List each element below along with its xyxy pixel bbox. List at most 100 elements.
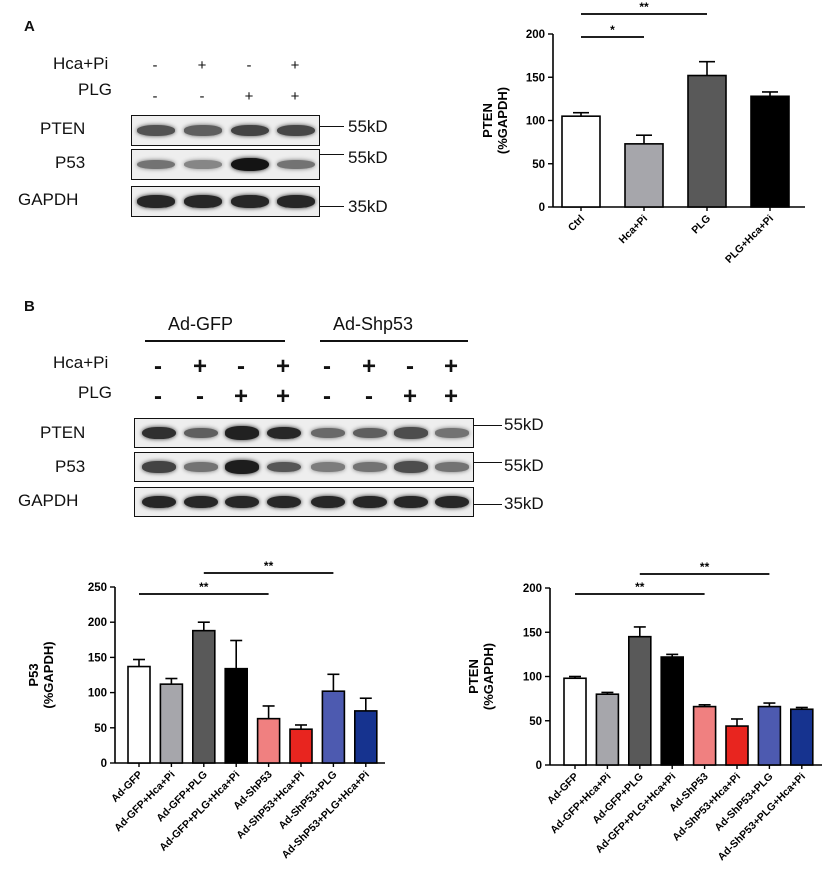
- y-tick-label: 0: [539, 202, 545, 214]
- blot-b-sign-plg-lane-3: +: [233, 383, 248, 410]
- blot-a-band-p53-lane-2: [184, 160, 222, 169]
- y-tick-label: 250: [88, 582, 107, 594]
- western-blot-b: Ad-GFP Ad-Shp53 Hca+Pi PLG PTEN P53 GAPD…: [0, 0, 560, 520]
- y-tick-label: 50: [94, 723, 107, 735]
- mw-marker-pten: 55kD: [348, 117, 388, 136]
- blot-b-band-p53-lane-1: [142, 461, 176, 473]
- bar-plg-hca-pi: [750, 95, 790, 208]
- western-blot-a: Hca+Pi PLG PTEN P53 GAPDH 55kD 55kD 35kD…: [0, 0, 420, 230]
- blot-b-band-pten-lane-5: [311, 428, 345, 438]
- mw-marker-p53: 55kD: [348, 148, 388, 167]
- blot-a-band-p53-lane-3: [231, 157, 269, 172]
- bar-ad-shp53-plg: [321, 690, 346, 764]
- blot-a-band-p53-lane-1: [137, 159, 175, 170]
- y-tick-label: 0: [101, 758, 107, 770]
- blot-row-label-pten: PTEN: [40, 119, 86, 138]
- blot-b-sign-hca-pi-lane-5: -: [323, 353, 331, 380]
- blot-b-sign-hca-pi-lane-4: +: [275, 353, 290, 380]
- blot-b-mw-line-gapdh: [474, 504, 502, 506]
- group-label-ad-gfp: Ad-GFP: [168, 314, 234, 334]
- blot-b-mw-line-pten: [474, 425, 502, 427]
- blot-b-sign-hca-pi-lane-3: -: [237, 353, 245, 380]
- blot-a-band-pten-lane-1: [137, 125, 175, 136]
- bar-ad-gfp-hca-pi: [159, 683, 184, 764]
- y-tick-label: 100: [88, 688, 107, 700]
- blot-a-sign-hca-pi-lane-1: -: [152, 57, 158, 74]
- blot-b-band-gapdh-lane-2: [184, 495, 218, 509]
- blot-b-strip-gapdh: [134, 487, 474, 517]
- significance-label: **: [700, 560, 710, 574]
- blot-a-strip-pten: [131, 115, 320, 146]
- y-tick-label: 50: [529, 716, 542, 728]
- bar-ad-shp53-plg-hca-pi: [789, 708, 814, 766]
- blot-row-label-p53-b: P53: [55, 457, 86, 476]
- y-tick-label: 200: [88, 617, 107, 629]
- y-axis-label: (%GAPDH): [481, 643, 496, 710]
- blot-b-sign-plg-lane-7: +: [402, 383, 417, 410]
- x-tick-label: PLG: [689, 213, 713, 237]
- blot-b-band-p53-lane-2: [184, 462, 218, 472]
- blot-b-band-p53-lane-3: [225, 460, 259, 474]
- blot-b-band-pten-lane-2: [184, 427, 218, 439]
- bar-plg: [687, 74, 727, 208]
- y-tick-label: 100: [523, 672, 542, 684]
- significance-label: **: [199, 580, 209, 594]
- blot-b-band-gapdh-lane-6: [353, 495, 387, 509]
- treatment-label-hca-pi-b: Hca+Pi: [53, 353, 109, 372]
- mw-marker-pten-b: 55kD: [504, 415, 544, 434]
- blot-a-sign-plg-lane-2: -: [199, 88, 205, 105]
- significance-label: *: [610, 23, 615, 37]
- y-tick-label: 50: [532, 159, 545, 171]
- y-tick-label: 200: [523, 583, 542, 595]
- blot-row-label-gapdh-b: GAPDH: [18, 491, 79, 510]
- blot-b-sign-plg-lane-6: -: [365, 383, 373, 410]
- mw-marker-gapdh-b: 35kD: [504, 494, 544, 513]
- blot-b-sign-hca-pi-lane-6: +: [361, 353, 376, 380]
- blot-a-band-gapdh-lane-4: [277, 195, 315, 208]
- blot-b-band-pten-lane-3: [225, 426, 259, 440]
- blot-row-label-pten-b: PTEN: [40, 423, 86, 442]
- blot-b-band-gapdh-lane-8: [435, 495, 469, 509]
- blot-row-label-p53: P53: [55, 153, 86, 172]
- mw-marker-gapdh: 35kD: [348, 197, 388, 216]
- blot-a-sign-hca-pi-lane-4: +: [290, 57, 300, 74]
- bar-ad-shp53: [692, 705, 717, 766]
- blot-a-band-p53-lane-4: [277, 159, 315, 170]
- treatment-label-plg: PLG: [78, 80, 113, 99]
- panel-b-label: B: [24, 298, 35, 315]
- blot-a-sign-hca-pi-lane-2: +: [197, 57, 207, 74]
- blot-b-band-p53-lane-5: [311, 462, 345, 472]
- group-line-ad-gfp: [145, 340, 285, 342]
- bar-ad-shp53-plg-hca-pi: [353, 710, 378, 764]
- bar-ad-shp53-hca-pi: [289, 728, 313, 764]
- blot-a-mw-line-p53: [320, 154, 344, 156]
- blot-a-band-pten-lane-4: [277, 124, 315, 137]
- blot-b-band-p53-lane-4: [267, 461, 301, 473]
- bar-ad-gfp-plg: [192, 629, 216, 764]
- y-axis-label: (%GAPDH): [41, 641, 56, 708]
- blot-row-label-gapdh: GAPDH: [18, 190, 79, 209]
- treatment-label-plg-b: PLG: [78, 383, 113, 402]
- blot-b-band-pten-lane-8: [435, 428, 469, 438]
- blot-a-sign-hca-pi-lane-3: -: [246, 57, 252, 74]
- blot-b-strip-p53: [134, 452, 474, 482]
- blot-b-sign-hca-pi-lane-7: -: [406, 353, 414, 380]
- blot-b-sign-plg-lane-5: -: [323, 383, 331, 410]
- blot-b-strip-pten: [134, 418, 474, 448]
- y-tick-label: 150: [526, 72, 545, 84]
- group-line-ad-shp53: [320, 340, 468, 342]
- pten-bar-chart-a: 0 50 100 150 200 PTEN (%GAPDH) Ctrl Hca+Pi PLG PLG…: [480, 0, 805, 266]
- x-tick-label: Hca+Pi: [617, 213, 651, 247]
- x-tick-label: Ad-ShP53+PLG: [712, 771, 775, 834]
- bar-ad-gfp-plg-hca-pi: [224, 667, 248, 764]
- group-label-ad-shp53: Ad-Shp53: [333, 314, 414, 334]
- blot-b-band-p53-lane-6: [353, 462, 387, 472]
- blot-b-band-gapdh-lane-1: [142, 495, 176, 509]
- significance-label: **: [635, 580, 645, 594]
- blot-a-band-pten-lane-3: [231, 124, 269, 137]
- y-tick-label: 200: [526, 29, 545, 41]
- blot-b-band-p53-lane-8: [435, 462, 469, 472]
- treatment-label-hca-pi: Hca+Pi: [53, 54, 109, 73]
